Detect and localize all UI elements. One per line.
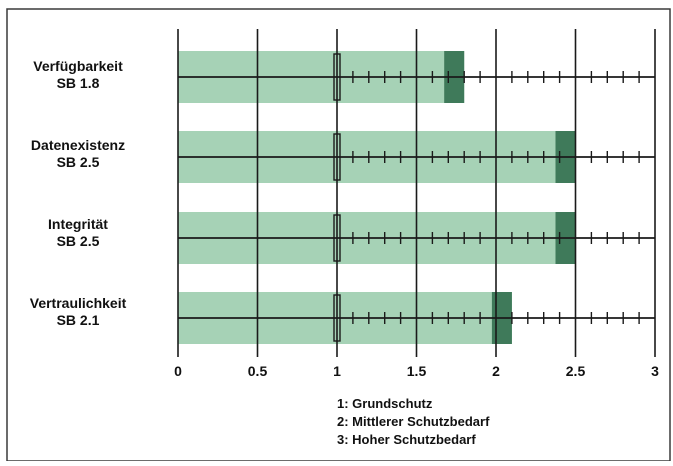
grundschutz-marker-3: [333, 294, 341, 342]
x-tick-label-0: 0: [174, 363, 182, 379]
legend-entry-grundschutz: 1: Grundschutz: [337, 396, 433, 411]
legend-entry-mittlerer-schutzbedarf: 2: Mittlerer Schutzbedarf: [337, 414, 490, 429]
grundschutz-marker-1: [333, 133, 341, 181]
x-tick-label-2-5: 2.5: [566, 363, 586, 379]
x-tick-label-1-5: 1.5: [407, 363, 427, 379]
x-tick-label-1: 1: [333, 363, 341, 379]
x-tick-label-2: 2: [492, 363, 500, 379]
legend-entry-hoher-schutzbedarf: 3: Hoher Schutzbedarf: [337, 432, 476, 447]
category-sublabel-datenexistenz: SB 2.5: [57, 154, 100, 170]
category-label-verfuegbarkeit: Verfügbarkeit: [33, 58, 123, 74]
category-label-datenexistenz: Datenexistenz: [31, 137, 125, 153]
x-tick-label-3: 3: [651, 363, 659, 379]
category-sublabel-vertraulichkeit: SB 2.1: [57, 312, 100, 328]
grundschutz-marker-0: [333, 53, 341, 101]
category-label-integritaet: Integrität: [48, 216, 108, 232]
category-sublabel-integritaet: SB 2.5: [57, 233, 100, 249]
grundschutz-marker-2: [333, 214, 341, 262]
category-label-vertraulichkeit: Vertraulichkeit: [30, 295, 127, 311]
category-sublabel-verfuegbarkeit: SB 1.8: [57, 75, 100, 91]
x-tick-label-0-5: 0.5: [248, 363, 268, 379]
